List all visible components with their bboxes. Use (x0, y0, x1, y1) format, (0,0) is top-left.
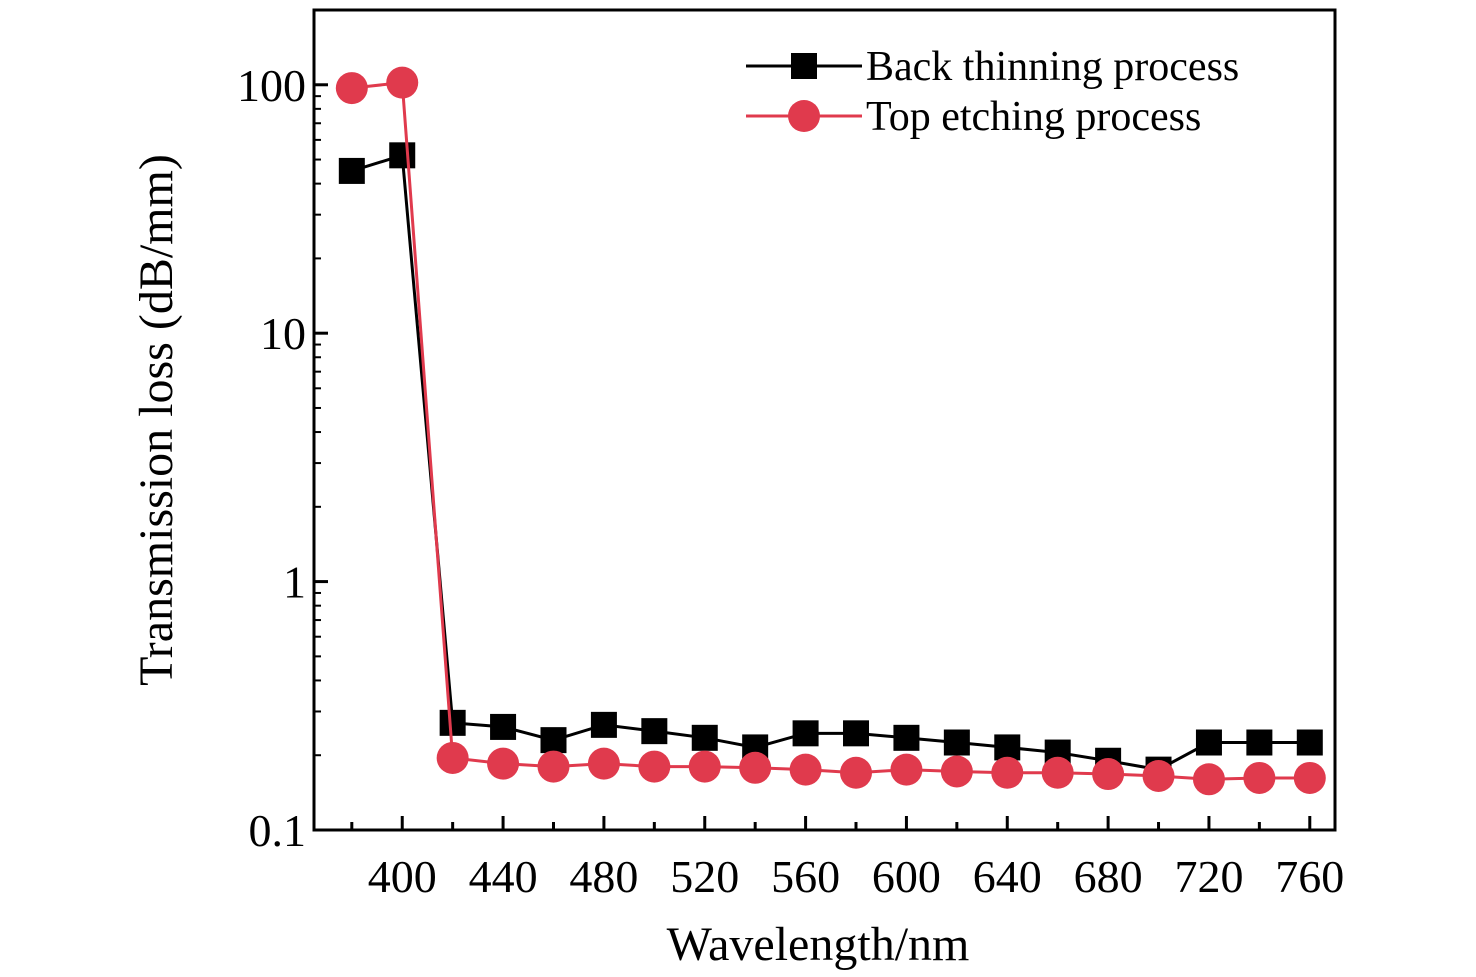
data-point (840, 756, 873, 789)
data-point (792, 720, 819, 747)
data-point (994, 734, 1021, 761)
x-tick-label: 520 (670, 851, 739, 902)
y-tick-label: 1 (283, 557, 306, 608)
data-point (1246, 729, 1273, 756)
data-point (335, 72, 368, 105)
series-layer (335, 66, 1326, 796)
data-point (943, 729, 970, 756)
data-point (338, 157, 365, 184)
data-point (1142, 759, 1175, 792)
data-point (893, 724, 920, 751)
data-point (436, 741, 469, 774)
series-line (351, 153, 1310, 772)
y-tick-label: 0.1 (249, 805, 307, 856)
legend-marker (791, 53, 817, 79)
data-point (1192, 763, 1225, 796)
x-tick-label: 600 (872, 851, 941, 902)
data-point (688, 750, 721, 783)
y-axis-title: Transmission loss (dB/mm) (130, 154, 183, 686)
data-point (439, 709, 466, 736)
data-point (540, 727, 567, 754)
y-tick-label: 10 (260, 308, 306, 359)
x-tick-label: 760 (1275, 851, 1344, 902)
series-1 (338, 142, 1323, 783)
data-point (843, 720, 870, 747)
x-tick-label: 440 (469, 851, 538, 902)
legend-item-2: Top etching process (746, 94, 1201, 140)
x-tick-label: 400 (368, 851, 437, 902)
data-point (389, 142, 416, 169)
legend-item-1: Back thinning process (746, 44, 1239, 90)
x-tick-label: 680 (1074, 851, 1143, 902)
data-point (739, 751, 772, 784)
data-point (1293, 761, 1326, 794)
data-point (1092, 758, 1125, 791)
legend-marker (788, 100, 820, 132)
series-line (351, 80, 1310, 781)
x-axis-title: Wavelength/nm (667, 918, 970, 971)
data-point (1195, 729, 1222, 756)
legend-label: Back thinning process (866, 44, 1239, 90)
data-point (1243, 761, 1276, 794)
data-point (487, 747, 520, 780)
data-point (590, 711, 617, 738)
data-point (1296, 729, 1323, 756)
data-point (638, 750, 671, 783)
data-point (490, 713, 517, 740)
data-point (940, 755, 973, 788)
data-point (537, 750, 570, 783)
data-point (890, 753, 923, 786)
data-point (1041, 756, 1074, 789)
data-point (587, 747, 620, 780)
axis-ticks: 400 440 480 520 560 600 640 680 720 760 0.1 1 10 100 (237, 60, 1344, 902)
data-point (789, 753, 822, 786)
y-tick-label: 100 (237, 60, 306, 111)
legend-label: Top etching process (866, 94, 1201, 140)
plot-frame (312, 8, 1337, 832)
data-point (641, 718, 668, 745)
x-tick-label: 480 (569, 851, 638, 902)
series-2 (335, 66, 1326, 796)
x-tick-label: 640 (973, 851, 1042, 902)
data-point (386, 66, 419, 99)
x-tick-label: 560 (771, 851, 840, 902)
data-point (691, 724, 718, 751)
x-tick-label: 720 (1174, 851, 1243, 902)
data-point (991, 756, 1024, 789)
